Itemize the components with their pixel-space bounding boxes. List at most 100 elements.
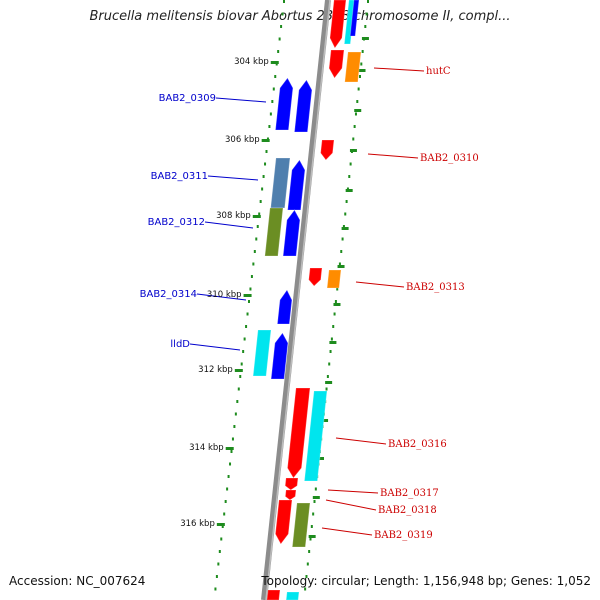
gene-features — [252, 0, 362, 600]
tick-dot — [353, 125, 356, 128]
leader-line — [327, 489, 379, 494]
gene-bab2-0316 — [287, 388, 310, 478]
gene-bab2-0312b — [283, 210, 300, 256]
tick-dot — [357, 87, 360, 91]
tick-dot — [356, 100, 359, 103]
tick-major — [243, 294, 252, 297]
accession-text: Accession: NC_007624 — [9, 574, 146, 588]
tick-dot — [358, 75, 361, 78]
gene-bab2-0314-edge — [276, 289, 293, 325]
tick-dot — [352, 137, 355, 141]
tick-dot — [277, 50, 280, 53]
tick-major — [329, 341, 337, 344]
tick-dot — [310, 525, 313, 528]
tick-dot — [253, 250, 256, 253]
tick-dot — [305, 575, 308, 578]
gene-lldd-b-edge — [270, 332, 289, 380]
gene-cyan-bottom — [286, 592, 299, 600]
tick-dot — [223, 512, 226, 516]
gene-bab2-0316-edge — [286, 387, 311, 479]
gene-label: BAB2_0309 — [159, 93, 216, 104]
gene-bab2-0312b-edge — [282, 209, 301, 257]
gene-red-hutc-left-edge — [328, 49, 345, 79]
gene-red-top — [329, 0, 346, 48]
gene-bab2-0309b-edge — [293, 79, 313, 133]
gene-bab2-0310 — [320, 140, 334, 160]
gene-hutc-edge — [344, 51, 362, 83]
leader-line — [325, 499, 377, 511]
leader-line — [321, 527, 373, 536]
backbone-stroke — [261, 0, 331, 600]
tick-dot — [249, 287, 252, 291]
tick-dot — [342, 225, 345, 228]
tick-major — [234, 369, 243, 372]
tick-dot — [240, 362, 243, 366]
tick-dot — [283, 0, 285, 3]
tick-dot — [271, 100, 274, 103]
gene-bab2-0309b — [294, 80, 312, 132]
gene-label: BAB2_0314 — [140, 289, 197, 300]
gene-blue-top — [350, 0, 359, 36]
backbone-highlight — [265, 0, 331, 600]
kbp-label: 308 kbp — [216, 211, 251, 221]
tick-dot — [309, 537, 312, 541]
leader-line — [204, 221, 254, 229]
gene-red-top-edge — [329, 0, 347, 49]
kbp-label: 316 kbp — [180, 519, 215, 529]
tick-dot — [348, 175, 351, 178]
gene-lldd-edge — [252, 329, 272, 377]
tick-dot — [330, 337, 333, 341]
gene-bab2-0313 — [327, 270, 341, 288]
gene-bab2-0319-red-edge — [274, 499, 293, 545]
gene-bab2-0309 — [275, 78, 293, 130]
gene-red-bottom-edge — [266, 589, 281, 600]
kbp-label: 306 kbp — [225, 135, 260, 145]
gene-bab2-0319 — [292, 503, 310, 547]
gene-bab2-0312 — [264, 208, 283, 256]
gene-labels: BAB2_0309 BAB2_0311 BAB2_0312 BAB2_0314 lldD… — [140, 66, 479, 541]
tick-dot — [236, 400, 239, 403]
tick-dot — [345, 200, 348, 203]
tick-dot — [247, 300, 250, 303]
tick-dot — [367, 0, 369, 3]
leader-line — [335, 437, 387, 445]
gene-bab2-0317 — [285, 478, 298, 490]
gene-bab2-0314 — [277, 290, 292, 324]
tick-dot — [246, 312, 249, 316]
tick-dot — [269, 112, 272, 116]
tick-major — [225, 447, 234, 450]
tick-dot — [278, 37, 281, 41]
tick-dot — [227, 475, 230, 478]
gene-red-hutc-left — [329, 50, 344, 78]
tick-dot — [231, 437, 234, 441]
tick-major — [312, 496, 320, 499]
tick-dot — [326, 375, 329, 378]
tick-dot — [252, 262, 255, 266]
tick-dot — [272, 87, 275, 91]
gene-bab2-0316b — [304, 391, 327, 481]
gene-label: BAB2_0318 — [378, 505, 437, 516]
tick-dot — [344, 212, 347, 216]
tick-dot — [245, 325, 248, 328]
kbp-labels: 304 kbp 306 kbp 308 kbp 310 kbp 312 kbp 314 k… — [180, 57, 269, 529]
gene-bab2-0312-edge — [264, 207, 284, 257]
gene-label: BAB2_0312 — [148, 217, 205, 228]
tick-major — [325, 381, 333, 384]
leader-line — [373, 67, 425, 72]
gene-label: BAB2_0313 — [406, 282, 465, 293]
tick-dot — [237, 387, 240, 391]
tick-dot — [328, 362, 331, 366]
tick-major — [261, 139, 270, 142]
tick-dot — [361, 50, 364, 53]
kbp-label: 310 kbp — [207, 290, 242, 300]
tick-dot — [314, 487, 317, 491]
gene-cyan-bottom-edge — [285, 591, 300, 600]
gene-bab2-0318-edge — [284, 489, 297, 501]
tick-major — [316, 457, 324, 460]
gene-bab2-0313-red — [308, 268, 322, 286]
backbone-line — [261, 0, 331, 600]
tick-dot — [308, 550, 311, 553]
tick-dot — [333, 312, 336, 316]
tick-dot — [329, 350, 332, 353]
